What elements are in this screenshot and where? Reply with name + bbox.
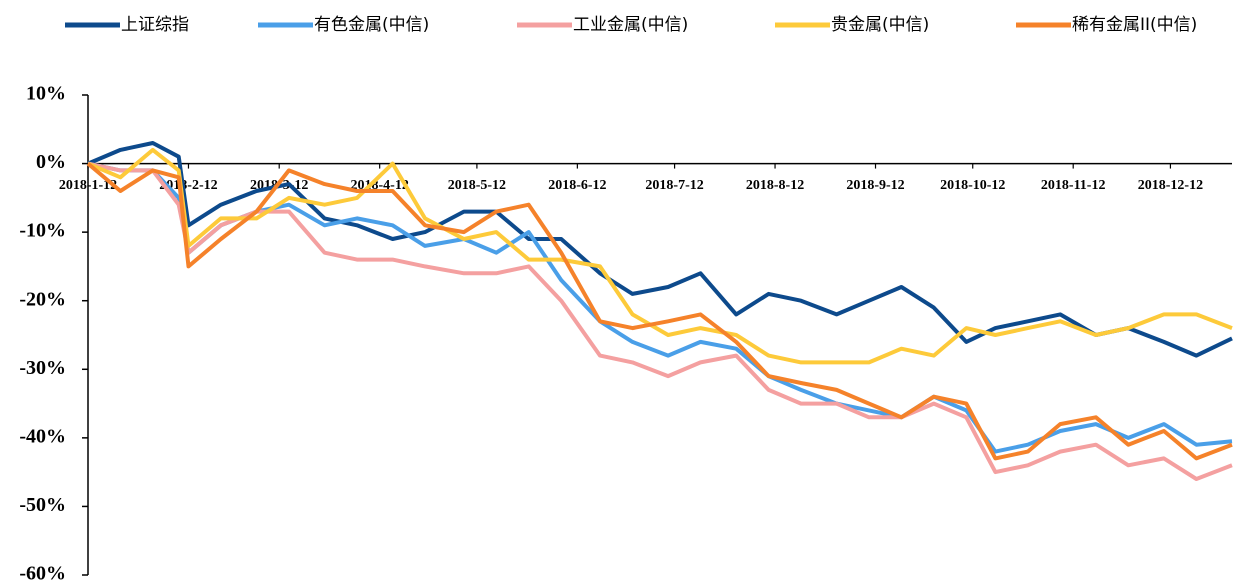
y-tick-label: 10% <box>26 83 66 105</box>
series-line <box>86 162 1233 461</box>
legend-label: 稀有金属II(中信) <box>1072 15 1197 35</box>
x-tick-label: 2018-7-12 <box>645 178 703 193</box>
y-tick-label: 0% <box>36 151 66 173</box>
x-tick-label: 2018-6-12 <box>548 178 606 193</box>
series-line <box>87 141 1233 358</box>
x-tick-label: 2018-9-12 <box>846 178 904 193</box>
legend-label: 上证综指 <box>121 15 189 35</box>
x-tick-label: 2018-8-12 <box>746 178 804 193</box>
legend-label: 贵金属(中信) <box>831 15 929 35</box>
x-tick-label: 2018-11-12 <box>1041 178 1106 193</box>
y-tick-label: -60% <box>19 563 66 581</box>
y-tick-label: -40% <box>19 425 66 447</box>
y-tick-label: -50% <box>19 494 66 516</box>
x-tick-label: 2018-12-12 <box>1138 178 1203 193</box>
x-tick-label: 2018-5-12 <box>448 178 506 193</box>
y-tick-label: -20% <box>19 288 66 310</box>
legend-label: 工业金属(中信) <box>573 15 688 35</box>
x-tick-label: 2018-10-12 <box>940 178 1005 193</box>
legend-label: 有色金属(中信) <box>314 15 429 35</box>
y-tick-label: -10% <box>19 220 66 242</box>
y-tick-label: -30% <box>19 357 66 379</box>
x-tick-label: 2018-2-12 <box>159 178 217 193</box>
x-tick-label: 2018-1-12 <box>59 178 117 193</box>
